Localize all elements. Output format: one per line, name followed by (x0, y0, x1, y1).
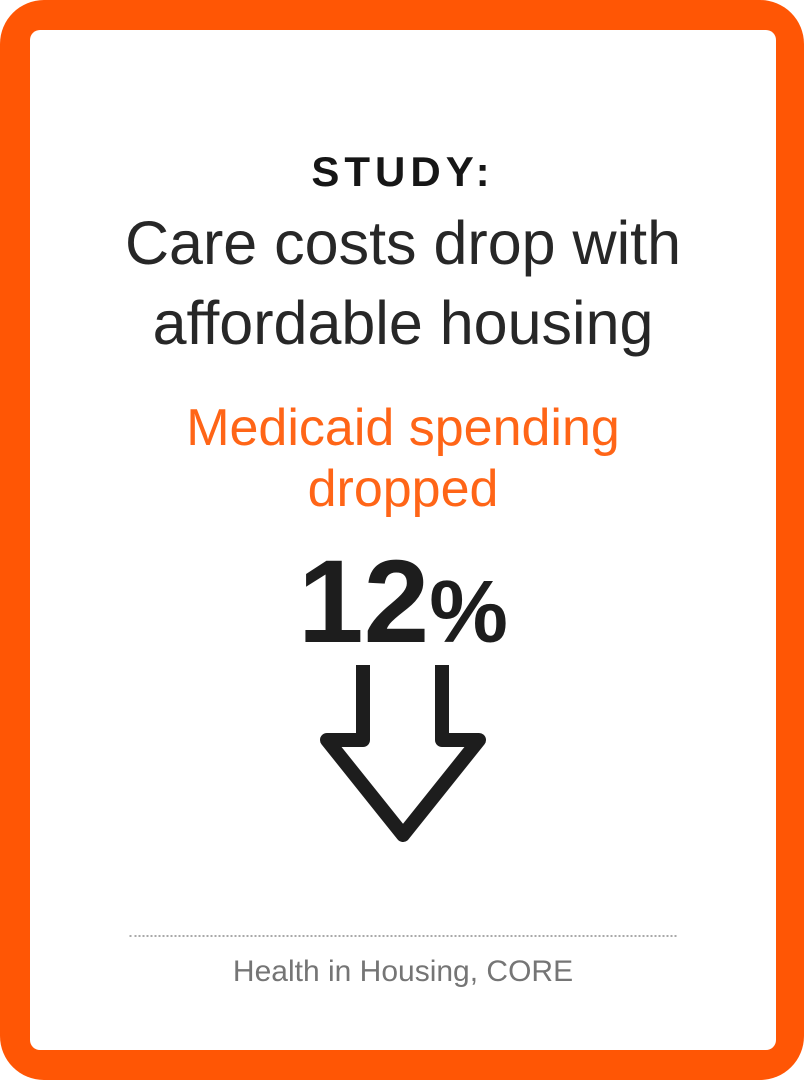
stat-unit: % (429, 562, 508, 661)
subheadline: Medicaid spending dropped (30, 398, 776, 520)
stat-figure: 12% (30, 543, 776, 671)
subheadline-line-2: dropped (307, 460, 499, 518)
kicker-label: STUDY: (311, 148, 495, 195)
headline: Care costs drop with affordable housing (30, 203, 776, 363)
stat-value: 12 (298, 536, 430, 668)
content-card: STUDY: Care costs drop with affordable h… (30, 30, 776, 1050)
headline-line-2: affordable housing (152, 289, 654, 357)
dotted-divider (129, 935, 677, 937)
source-attribution: Health in Housing, CORE (232, 955, 574, 988)
headline-line-1: Care costs drop with (125, 209, 681, 277)
subheadline-line-1: Medicaid spending (186, 399, 620, 457)
down-arrow-icon (313, 658, 493, 842)
